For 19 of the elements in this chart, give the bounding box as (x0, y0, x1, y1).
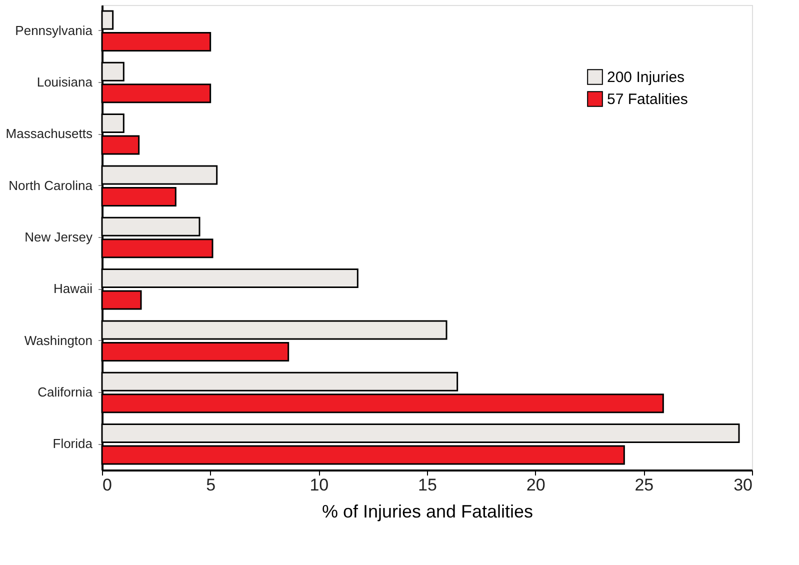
x-tick-label: 10 (310, 476, 329, 494)
x-tick-label: 25 (634, 476, 654, 494)
y-tick-label: Pennsylvania (15, 22, 94, 38)
x-tick-label: 15 (418, 476, 437, 494)
legend-label: 57 Fatalities (607, 91, 688, 108)
y-tick-label: Hawaii (53, 281, 93, 296)
x-tick-label: 0 (102, 476, 112, 494)
x-tick-label: 30 (734, 476, 752, 494)
y-tick-label: California (38, 384, 94, 400)
y-tick-label: Florida (52, 436, 94, 452)
y-tick-label: Louisiana (36, 74, 94, 90)
y-tick-label: Washington (24, 332, 92, 348)
y-tick-label: Massachusetts (6, 126, 93, 142)
y-tick-label: North Carolina (8, 178, 94, 193)
x-tick-label: 20 (526, 476, 546, 494)
y-tick-label: New Jersey (24, 230, 93, 244)
legend-label: 200 Injuries (607, 69, 685, 86)
x-tick-label: 5 (206, 476, 216, 494)
x-axis-title: % of Injuries and Fatalities (322, 502, 534, 522)
